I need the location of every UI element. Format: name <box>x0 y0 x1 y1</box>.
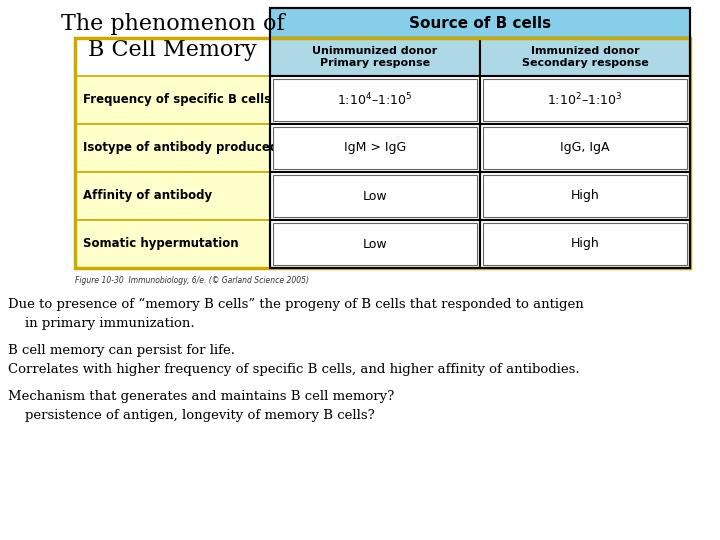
Text: High: High <box>571 190 599 202</box>
Bar <box>270 8 690 268</box>
Bar <box>75 124 270 172</box>
Text: IgM > IgG: IgM > IgG <box>344 141 406 154</box>
Text: Somatic hypermutation: Somatic hypermutation <box>83 238 238 251</box>
Text: Unimmunized donor
Primary response: Unimmunized donor Primary response <box>312 46 438 68</box>
Text: Immunized donor
Secondary response: Immunized donor Secondary response <box>521 46 649 68</box>
Text: B cell memory can persist for life.: B cell memory can persist for life. <box>8 344 235 357</box>
Bar <box>75 220 270 268</box>
Bar <box>483 175 687 217</box>
Bar <box>270 172 480 220</box>
Text: 1:10$^{4}$–1:10$^{5}$: 1:10$^{4}$–1:10$^{5}$ <box>337 92 413 109</box>
Text: Due to presence of “memory B cells” the progeny of B cells that responded to ant: Due to presence of “memory B cells” the … <box>8 298 584 311</box>
Bar <box>273 223 477 265</box>
Bar <box>273 79 477 121</box>
Text: The phenomenon of
B Cell Memory: The phenomenon of B Cell Memory <box>60 14 284 60</box>
Bar <box>483 127 687 169</box>
Text: Affinity of antibody: Affinity of antibody <box>83 190 212 202</box>
Bar <box>480 124 690 172</box>
Text: Isotype of antibody produced: Isotype of antibody produced <box>83 141 278 154</box>
Text: in primary immunization.: in primary immunization. <box>8 317 194 330</box>
Text: Low: Low <box>363 190 387 202</box>
Text: persistence of antigen, longevity of memory B cells?: persistence of antigen, longevity of mem… <box>8 409 374 422</box>
Bar <box>480 220 690 268</box>
Bar <box>480 76 690 124</box>
Text: High: High <box>571 238 599 251</box>
Bar <box>75 76 270 124</box>
Bar <box>273 127 477 169</box>
Bar <box>270 38 480 76</box>
Bar <box>75 172 270 220</box>
Bar <box>483 79 687 121</box>
Bar <box>480 172 690 220</box>
Text: Frequency of specific B cells: Frequency of specific B cells <box>83 93 271 106</box>
Bar <box>270 220 480 268</box>
Bar <box>75 38 690 268</box>
Text: IgG, IgA: IgG, IgA <box>560 141 610 154</box>
Text: Low: Low <box>363 238 387 251</box>
Bar <box>483 223 687 265</box>
Text: Correlates with higher frequency of specific B cells, and higher affinity of ant: Correlates with higher frequency of spec… <box>8 363 580 376</box>
Bar <box>270 8 690 38</box>
Bar <box>273 175 477 217</box>
Bar <box>480 38 690 76</box>
Text: Source of B cells: Source of B cells <box>409 16 551 30</box>
Bar <box>270 124 480 172</box>
Bar <box>270 76 480 124</box>
Text: Figure 10-30  Immunobiology, 6/e. (© Garland Science 2005): Figure 10-30 Immunobiology, 6/e. (© Garl… <box>75 276 309 285</box>
Text: Mechanism that generates and maintains B cell memory?: Mechanism that generates and maintains B… <box>8 390 395 403</box>
Text: 1:10$^{2}$–1:10$^{3}$: 1:10$^{2}$–1:10$^{3}$ <box>547 92 623 109</box>
